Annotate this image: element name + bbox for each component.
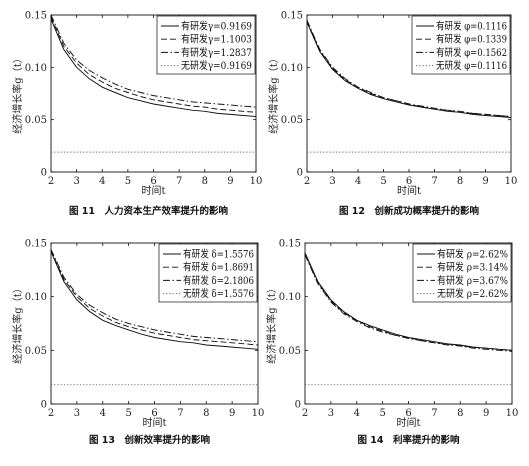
y-tick-label: 0 (41, 168, 47, 179)
figure-caption: 图 13 创新效率提升的影响 (89, 434, 211, 446)
legend: 有研发γ=0.9169有研发γ=1.1003有研发γ=1.2837无研发γ=0.… (156, 15, 256, 75)
x-tick-label: 4 (354, 408, 360, 419)
x-tick-label: 6 (406, 176, 412, 187)
chart-panel-2: 2 3 4 5 6 7 8 9 10 0 0.05 0.10 0.15 时间t 经济增长率g（t） 有研发 φ… (267, 11, 517, 218)
x-tick-label: 7 (176, 176, 182, 187)
x-tick-label: 5 (125, 176, 131, 187)
series-line-2 (50, 16, 257, 113)
x-tick-label: 10 (506, 408, 519, 419)
x-tick-label: 9 (482, 176, 488, 187)
x-tick-label: 3 (328, 408, 334, 419)
y-axis-label: 经济增长率g（t） (267, 53, 280, 133)
y-tick-label: 0 (295, 400, 301, 411)
legend-entry-4: 无研发 φ=0.1116 (436, 59, 507, 72)
x-tick-label: 6 (405, 408, 411, 419)
x-tick-label: 6 (151, 408, 157, 419)
x-tick-label: 7 (177, 408, 183, 419)
y-tick-label: 0.05 (279, 346, 301, 357)
x-axis-label: 时间t (396, 416, 420, 429)
y-axis-label: 经济增长率g（t） (11, 283, 24, 363)
x-tick-label: 6 (150, 176, 156, 187)
x-axis-label: 时间t (142, 416, 166, 429)
figure-caption: 图 14 利率提升的影响 (357, 434, 460, 446)
chart-panel-3: 2 3 4 5 6 7 8 9 10 0 0.05 0.10 0.15 时间t 经济增长率g（t） 有研发 δ… (11, 239, 264, 447)
x-tick-label: 10 (505, 176, 518, 187)
x-tick-label: 5 (125, 408, 131, 419)
x-tick-label: 4 (99, 176, 105, 187)
chart-panel-4: 2 3 4 5 6 7 8 9 10 0 0.05 0.10 0.15 时间t 经济增长率g（t） 有研发 ρ… (265, 239, 518, 447)
y-tick-label: 0.10 (25, 292, 47, 303)
y-tick-label: 0.15 (279, 239, 301, 250)
x-tick-label: 3 (329, 176, 335, 187)
legend-entry-3: 有研发 ρ=3.67% (437, 274, 508, 287)
x-tick-label: 8 (457, 176, 463, 187)
y-tick-label: 0.15 (25, 11, 47, 22)
x-tick-label: 9 (483, 408, 489, 419)
x-tick-label: 9 (227, 176, 233, 187)
series-line-1 (306, 22, 512, 119)
x-tick-label: 7 (431, 408, 437, 419)
figure-caption: 图 11 人力资本生产效率提升的影响 (69, 205, 229, 217)
y-tick-label: 0.05 (281, 115, 303, 126)
series-line-3 (306, 20, 512, 117)
series-line-3 (304, 254, 513, 352)
y-tick-label: 0.10 (281, 63, 303, 74)
x-tick-label: 10 (250, 176, 263, 187)
y-tick-label: 0.10 (25, 63, 47, 74)
x-tick-label: 2 (304, 176, 310, 187)
legend: 有研发 ρ=2.62%有研发 ρ=3.14%有研发 ρ=3.67%无研发 ρ=2… (412, 243, 512, 303)
x-tick-label: 2 (302, 408, 308, 419)
x-axis-label: 时间t (397, 184, 421, 197)
x-tick-label: 2 (48, 176, 54, 187)
y-tick-label: 0.05 (25, 346, 47, 357)
chart-panel-1: 2 3 4 5 6 7 8 9 10 0 0.05 0.10 0.15 时间t 经济增长率g（t） 有研发γ=… (11, 11, 262, 218)
legend-entry-2: 有研发 δ=1.8691 (183, 261, 254, 274)
x-tick-label: 9 (229, 408, 235, 419)
legend-entry-1: 有研发 δ=1.5576 (183, 248, 254, 261)
x-tick-label: 7 (431, 176, 437, 187)
x-tick-label: 8 (202, 176, 208, 187)
legend-entry-4: 无研发 δ=1.5576 (183, 287, 254, 300)
y-tick-label: 0.15 (25, 239, 47, 250)
y-axis-label: 经济增长率g（t） (265, 283, 278, 363)
x-tick-label: 4 (355, 176, 361, 187)
legend-entry-4: 无研发 ρ=2.62% (437, 287, 508, 300)
x-tick-label: 10 (252, 408, 265, 419)
legend-entry-4: 无研发γ=0.9169 (181, 59, 252, 72)
y-tick-label: 0.05 (25, 115, 47, 126)
x-tick-label: 8 (203, 408, 209, 419)
series-line-2 (50, 250, 259, 346)
x-tick-label: 3 (74, 408, 80, 419)
legend-entry-3: 有研发γ=1.2837 (181, 46, 252, 59)
legend-entry-2: 有研发 ρ=3.14% (437, 261, 508, 274)
y-tick-label: 0.10 (279, 292, 301, 303)
y-tick-label: 0.15 (281, 11, 303, 22)
x-tick-label: 3 (73, 176, 79, 187)
y-tick-label: 0 (297, 168, 303, 179)
series-line-2 (304, 253, 513, 351)
series-line-3 (50, 14, 257, 108)
legend-entry-3: 有研发 δ=2.1806 (183, 274, 254, 287)
legend-entry-1: 有研发γ=0.9169 (181, 20, 252, 33)
x-tick-label: 5 (380, 176, 386, 187)
series-line-1 (50, 19, 257, 117)
series-line-3 (50, 249, 259, 343)
x-tick-label: 2 (48, 408, 54, 419)
y-axis-label: 经济增长率g（t） (11, 53, 24, 133)
series-line-1 (50, 251, 259, 350)
legend-entry-2: 有研发 φ=0.1339 (436, 33, 507, 46)
legend-entry-1: 有研发 φ=0.1116 (436, 20, 507, 33)
x-tick-label: 5 (379, 408, 385, 419)
legend-entry-2: 有研发γ=1.1003 (181, 33, 252, 46)
figure-caption: 图 12 创新成功概率提升的影响 (339, 205, 480, 217)
x-axis-label: 时间t (141, 184, 165, 197)
x-tick-label: 8 (457, 408, 463, 419)
y-tick-label: 0 (41, 400, 47, 411)
legend-entry-1: 有研发 ρ=2.62% (437, 248, 508, 261)
x-tick-label: 4 (100, 408, 106, 419)
legend-entry-3: 有研发 φ=0.1562 (436, 46, 507, 59)
